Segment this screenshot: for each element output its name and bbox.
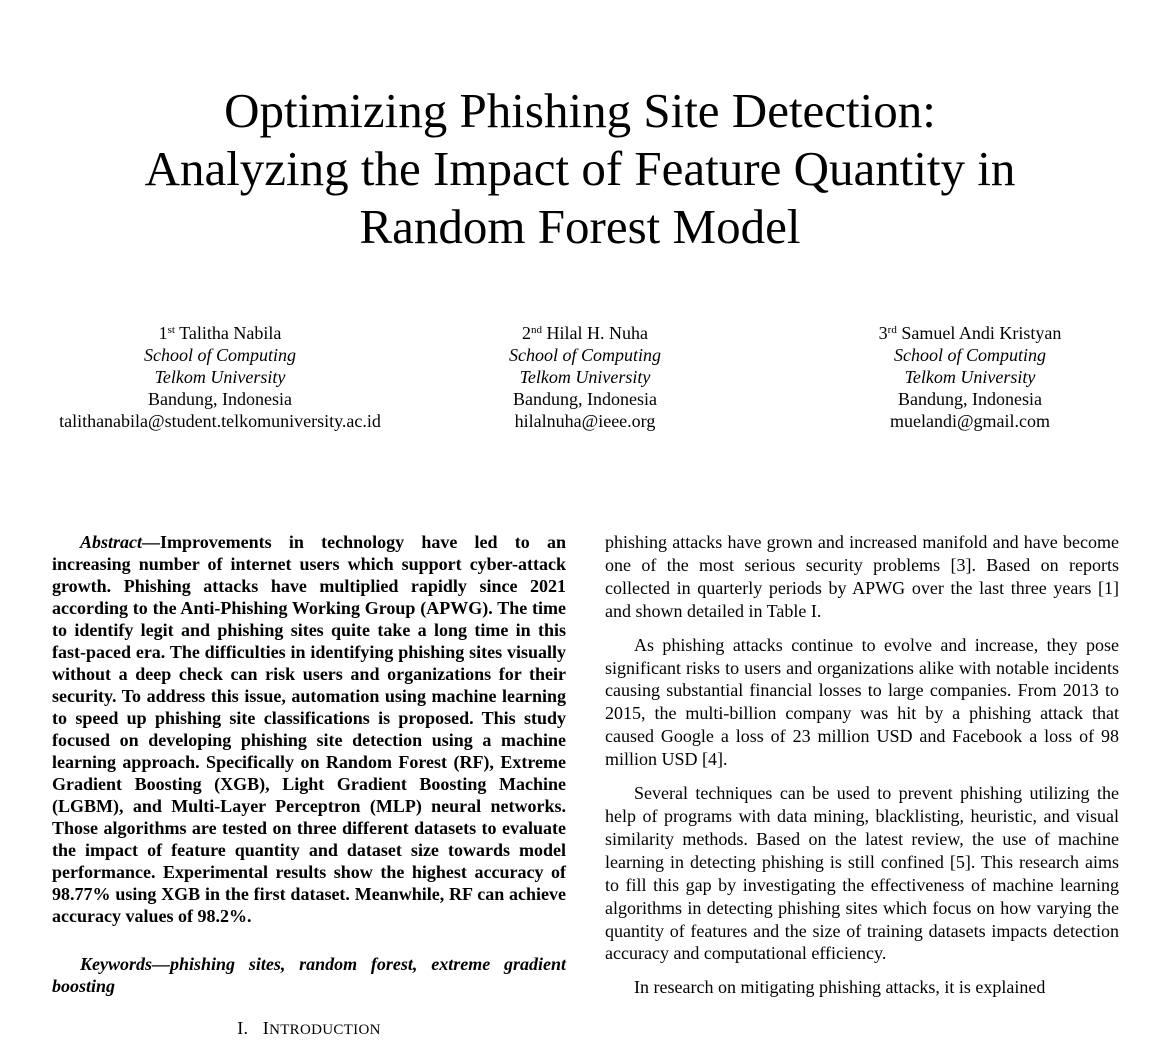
author-university: Telkom University — [154, 367, 286, 387]
keywords-label: Keywords — [80, 954, 152, 974]
author-location: Bandung, Indonesia — [513, 389, 657, 409]
author-university: Telkom University — [904, 367, 1036, 387]
body-paragraph: Several techniques can be used to preven… — [605, 783, 1119, 964]
author-block-3: 3rd Samuel Andi Kristyan School of Compu… — [830, 322, 1110, 432]
left-column: Abstract—Improvements in technology have… — [52, 531, 566, 1041]
keywords: Keywords—phishing sites, random forest, … — [52, 954, 566, 996]
keywords-text: phishing sites, random forest, extreme g… — [52, 954, 566, 996]
author-location: Bandung, Indonesia — [148, 389, 292, 409]
author-school: School of Computing — [894, 345, 1046, 365]
author-block-1: 1st Talitha Nabila School of Computing T… — [40, 322, 400, 432]
author-name: 1st Talitha Nabila — [158, 323, 282, 343]
title-line: Analyzing the Impact of Feature Quantity… — [144, 141, 1016, 196]
abstract: Abstract—Improvements in technology have… — [52, 532, 566, 926]
body-paragraph: In research on mitigating phishing attac… — [634, 977, 1046, 998]
author-location: Bandung, Indonesia — [898, 389, 1042, 409]
author-school: School of Computing — [509, 345, 661, 365]
author-block-2: 2nd Hilal H. Nuha School of Computing Te… — [470, 322, 700, 432]
author-email: talithanabila@student.telkomuniversity.a… — [59, 411, 381, 431]
title-line: Random Forest Model — [359, 199, 801, 254]
author-email: muelandi@gmail.com — [889, 411, 1051, 431]
body-paragraph: phishing attacks have grown and increase… — [605, 532, 1119, 621]
author-email: hilalnuha@ieee.org — [514, 411, 656, 431]
author-name: 3rd Samuel Andi Kristyan — [878, 323, 1062, 343]
author-university: Telkom University — [519, 367, 651, 387]
author-name: 2nd Hilal H. Nuha — [522, 323, 648, 343]
body-paragraph: As phishing attacks continue to evolve a… — [605, 634, 1119, 770]
right-column: phishing attacks have grown and increase… — [605, 531, 1119, 1010]
paper-title: Optimizing Phishing Site Detection: Anal… — [0, 82, 1160, 256]
section-heading-introduction: I. INTRODUCTION — [237, 1018, 381, 1038]
title-line: Optimizing Phishing Site Detection: — [224, 83, 936, 138]
author-school: School of Computing — [144, 345, 296, 365]
abstract-label: Abstract — [80, 532, 143, 552]
abstract-text: Improvements in technology have led to a… — [52, 532, 566, 926]
